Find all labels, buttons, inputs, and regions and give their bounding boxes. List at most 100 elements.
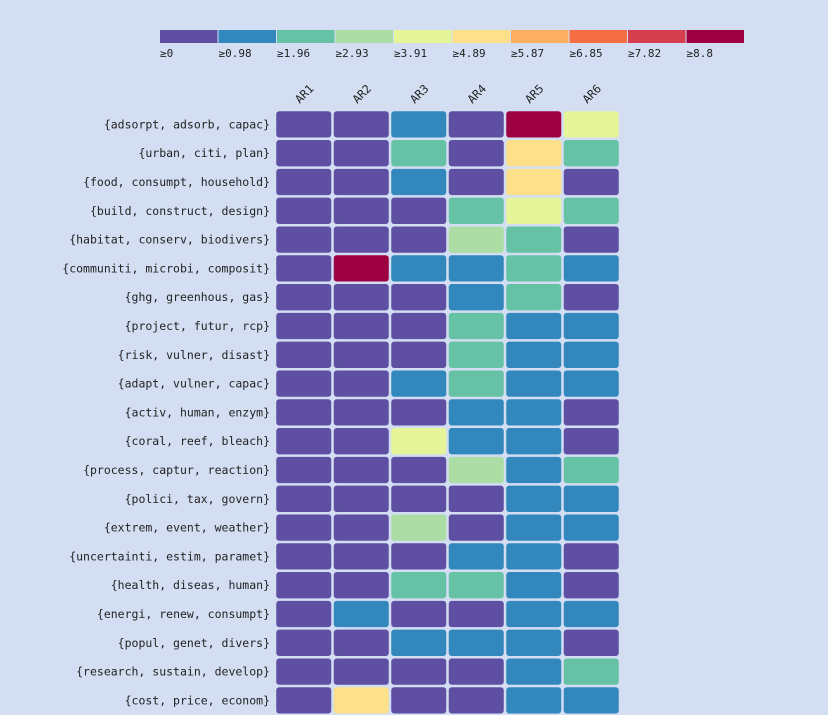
- heatmap-cell[interactable]: [333, 312, 389, 340]
- heatmap-cell[interactable]: [506, 168, 562, 196]
- heatmap-cell[interactable]: [448, 658, 504, 685]
- heatmap-cell[interactable]: [333, 284, 389, 311]
- heatmap-cell[interactable]: [276, 341, 332, 368]
- heatmap-cell[interactable]: [506, 572, 562, 599]
- heatmap-cell[interactable]: [276, 226, 332, 253]
- heatmap-cell[interactable]: [333, 543, 389, 570]
- heatmap-cell[interactable]: [506, 456, 562, 484]
- heatmap-cell[interactable]: [448, 284, 504, 311]
- heatmap-cell[interactable]: [276, 428, 332, 455]
- heatmap-cell[interactable]: [391, 399, 447, 426]
- heatmap-cell[interactable]: [563, 255, 619, 282]
- heatmap-cell[interactable]: [391, 428, 447, 455]
- heatmap-cell[interactable]: [448, 197, 504, 224]
- heatmap-cell[interactable]: [506, 140, 562, 167]
- heatmap-cell[interactable]: [563, 456, 619, 484]
- heatmap-cell[interactable]: [391, 140, 447, 167]
- heatmap-cell[interactable]: [391, 312, 447, 340]
- heatmap-cell[interactable]: [333, 629, 389, 656]
- heatmap-cell[interactable]: [276, 514, 332, 541]
- heatmap-cell[interactable]: [506, 658, 562, 685]
- heatmap-cell[interactable]: [276, 284, 332, 311]
- heatmap-cell[interactable]: [276, 312, 332, 340]
- heatmap-cell[interactable]: [506, 399, 562, 426]
- heatmap-cell[interactable]: [333, 168, 389, 196]
- heatmap-cell[interactable]: [448, 370, 504, 397]
- heatmap-cell[interactable]: [276, 456, 332, 484]
- heatmap-cell[interactable]: [276, 658, 332, 685]
- heatmap-cell[interactable]: [333, 140, 389, 167]
- heatmap-cell[interactable]: [276, 111, 332, 138]
- heatmap-cell[interactable]: [563, 370, 619, 397]
- heatmap-cell[interactable]: [276, 399, 332, 426]
- heatmap-cell[interactable]: [276, 600, 332, 628]
- heatmap-cell[interactable]: [448, 687, 504, 714]
- heatmap-cell[interactable]: [333, 658, 389, 685]
- heatmap-cell[interactable]: [448, 399, 504, 426]
- heatmap-cell[interactable]: [276, 370, 332, 397]
- heatmap-cell[interactable]: [563, 572, 619, 599]
- heatmap-cell[interactable]: [563, 485, 619, 512]
- heatmap-cell[interactable]: [563, 629, 619, 656]
- heatmap-cell[interactable]: [333, 399, 389, 426]
- heatmap-cell[interactable]: [448, 341, 504, 368]
- heatmap-cell[interactable]: [391, 572, 447, 599]
- heatmap-cell[interactable]: [276, 485, 332, 512]
- heatmap-cell[interactable]: [333, 341, 389, 368]
- heatmap-cell[interactable]: [333, 572, 389, 599]
- heatmap-cell[interactable]: [563, 428, 619, 455]
- heatmap-cell[interactable]: [506, 428, 562, 455]
- heatmap-cell[interactable]: [448, 629, 504, 656]
- heatmap-cell[interactable]: [506, 312, 562, 340]
- heatmap-cell[interactable]: [563, 600, 619, 628]
- heatmap-cell[interactable]: [448, 168, 504, 196]
- heatmap-cell[interactable]: [506, 255, 562, 282]
- heatmap-cell[interactable]: [333, 514, 389, 541]
- heatmap-cell[interactable]: [506, 485, 562, 512]
- heatmap-cell[interactable]: [563, 111, 619, 138]
- heatmap-cell[interactable]: [448, 572, 504, 599]
- heatmap-cell[interactable]: [448, 543, 504, 570]
- heatmap-cell[interactable]: [506, 543, 562, 570]
- heatmap-cell[interactable]: [276, 197, 332, 224]
- heatmap-cell[interactable]: [276, 168, 332, 196]
- heatmap-cell[interactable]: [391, 543, 447, 570]
- heatmap-cell[interactable]: [506, 600, 562, 628]
- heatmap-cell[interactable]: [448, 226, 504, 253]
- heatmap-cell[interactable]: [506, 197, 562, 224]
- heatmap-cell[interactable]: [506, 111, 562, 138]
- heatmap-cell[interactable]: [391, 485, 447, 512]
- heatmap-cell[interactable]: [563, 284, 619, 311]
- heatmap-cell[interactable]: [563, 543, 619, 570]
- heatmap-cell[interactable]: [391, 226, 447, 253]
- heatmap-cell[interactable]: [391, 284, 447, 311]
- heatmap-cell[interactable]: [276, 255, 332, 282]
- heatmap-cell[interactable]: [506, 687, 562, 714]
- heatmap-cell[interactable]: [391, 370, 447, 397]
- heatmap-cell[interactable]: [333, 111, 389, 138]
- heatmap-cell[interactable]: [391, 456, 447, 484]
- heatmap-cell[interactable]: [563, 658, 619, 685]
- heatmap-cell[interactable]: [506, 284, 562, 311]
- heatmap-cell[interactable]: [391, 514, 447, 541]
- heatmap-cell[interactable]: [448, 428, 504, 455]
- heatmap-cell[interactable]: [563, 687, 619, 714]
- heatmap-cell[interactable]: [506, 629, 562, 656]
- heatmap-cell[interactable]: [333, 485, 389, 512]
- heatmap-cell[interactable]: [333, 600, 389, 628]
- heatmap-cell[interactable]: [333, 687, 389, 714]
- heatmap-cell[interactable]: [448, 255, 504, 282]
- heatmap-cell[interactable]: [333, 456, 389, 484]
- heatmap-cell[interactable]: [333, 428, 389, 455]
- heatmap-cell[interactable]: [448, 140, 504, 167]
- heatmap-cell[interactable]: [563, 312, 619, 340]
- heatmap-cell[interactable]: [563, 341, 619, 368]
- heatmap-cell[interactable]: [448, 514, 504, 541]
- heatmap-cell[interactable]: [448, 111, 504, 138]
- heatmap-cell[interactable]: [391, 341, 447, 368]
- heatmap-cell[interactable]: [563, 399, 619, 426]
- heatmap-cell[interactable]: [448, 312, 504, 340]
- heatmap-cell[interactable]: [563, 197, 619, 224]
- heatmap-cell[interactable]: [563, 514, 619, 541]
- heatmap-cell[interactable]: [276, 140, 332, 167]
